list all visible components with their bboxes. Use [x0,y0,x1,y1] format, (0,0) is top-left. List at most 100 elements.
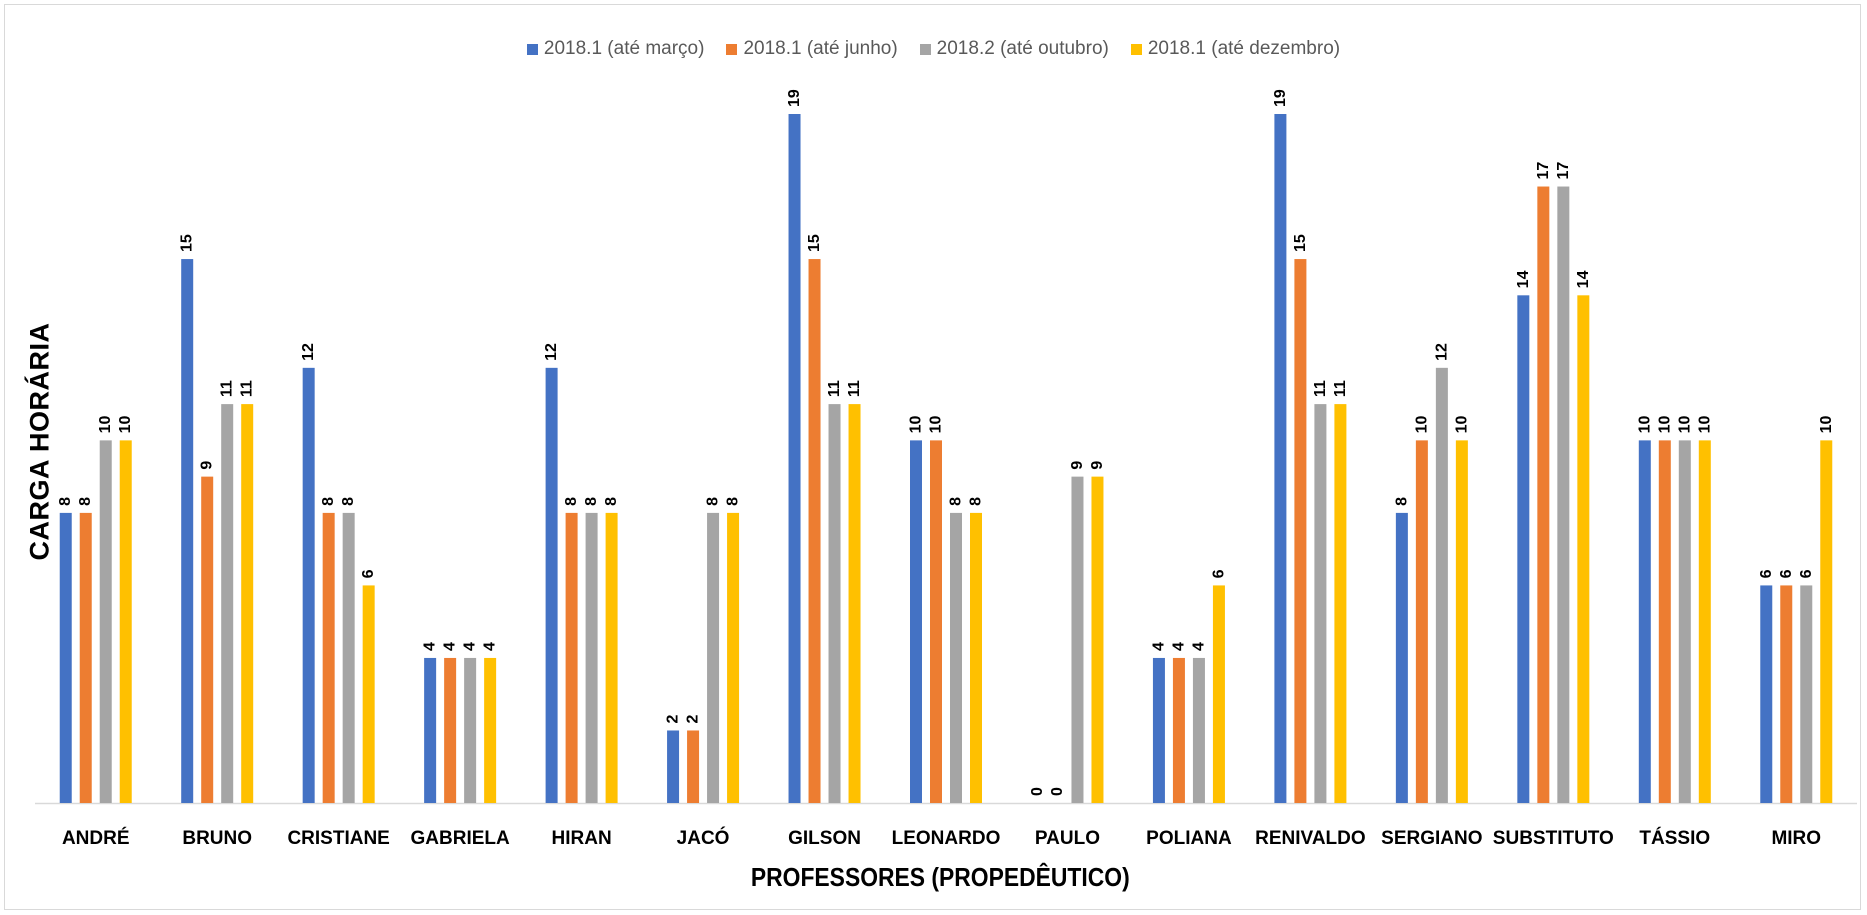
x-tick-label: CRISTIANE [287,828,389,849]
bar [585,512,598,803]
bar [1212,585,1225,803]
bar [201,476,214,803]
legend-label-series-4: 2018.1 (até dezembro) [1147,38,1341,59]
legend-item-series-4: 2018.1 (até dezembro) [1130,38,1341,60]
data-label: 8 [968,497,985,506]
data-label: 11 [1332,380,1349,397]
data-label: 19 [786,89,803,107]
data-label: 15 [806,234,823,252]
legend-label-series-2: 2018.1 (até junho) [743,38,898,59]
legend-swatch-series-2 [726,43,738,55]
bar [1274,114,1287,803]
data-label: 10 [1413,415,1430,433]
data-label: 15 [179,234,196,252]
bar [970,512,982,803]
data-label: 4 [1190,642,1207,651]
x-tick-label: SERGIANO [1381,828,1482,849]
data-label: 8 [583,497,600,506]
bar [1537,186,1550,804]
bar [79,512,92,803]
bar [1760,585,1773,803]
bar [1678,440,1691,803]
data-label: 8 [57,497,74,506]
data-label: 8 [320,497,337,506]
data-label: 6 [360,569,377,578]
bar [342,512,355,803]
legend-swatch-series-1 [526,43,538,55]
bar [1395,512,1408,803]
legend-item-series-1: 2018.1 (até março) [526,38,705,60]
bar [302,367,315,803]
bar [444,657,457,803]
bar [1638,440,1651,803]
data-label: 4 [1150,642,1167,651]
bar [950,512,962,803]
x-axis-title: PROFESSORES (PROPEDÊUTICO) [750,862,1130,892]
x-tick-label: MIRO [1771,828,1821,849]
x-tick-label: SUBSTITUTO [1493,828,1614,849]
data-label: 6 [1798,569,1815,578]
bar [1698,440,1711,803]
x-tick-label: POLIANA [1146,828,1232,849]
x-tick-label: TÁSSIO [1639,827,1710,849]
bar [1071,476,1084,803]
data-label: 4 [422,642,439,651]
data-label: 10 [1656,415,1673,433]
data-label: 8 [563,497,580,506]
data-label: 11 [1312,380,1329,397]
data-label: 11 [846,380,863,397]
data-label: 9 [199,461,216,470]
data-label: 12 [543,343,560,361]
bar [1435,367,1448,803]
bar [910,440,922,803]
data-label: 8 [725,497,742,506]
data-label: 8 [948,497,965,506]
data-label: 8 [1393,497,1410,506]
data-label: 11 [826,380,843,397]
data-label: 4 [462,642,479,651]
data-label: 4 [482,642,499,651]
data-label: 6 [1778,569,1795,578]
data-label: 14 [1575,270,1592,288]
bar [605,512,618,803]
bar [565,512,578,803]
bar [727,512,740,803]
data-label: 8 [705,497,722,506]
data-label: 19 [1272,89,1289,107]
data-label: 8 [340,497,357,506]
bar [1517,295,1530,803]
legend-label-series-3: 2018.2 (até outubro) [936,38,1109,59]
bar [1557,186,1570,804]
data-label: 17 [1555,162,1572,180]
bar [930,440,942,803]
x-tick-label: GILSON [788,828,861,849]
data-label: 12 [300,343,317,361]
legend-item-series-3: 2018.2 (até outubro) [919,38,1109,60]
data-label: 4 [442,642,459,651]
x-tick-label: BRUNO [182,828,252,849]
bar [667,730,680,803]
x-tick-label: JACÓ [677,827,730,849]
data-label: 8 [603,497,620,506]
bar [99,440,112,803]
data-label: 9 [1089,461,1106,470]
bar [241,404,254,803]
bar [119,440,132,803]
data-label: 2 [685,714,702,723]
bar [1152,657,1165,803]
data-label: 14 [1515,270,1532,288]
bar [848,404,861,803]
legend-label-series-1: 2018.1 (até março) [543,38,705,59]
bar [1314,404,1327,803]
data-label: 11 [219,380,236,397]
bar [424,657,437,803]
bar [1455,440,1468,803]
bar [181,259,194,804]
data-label: 17 [1535,162,1552,180]
legend: 2018.1 (até março) 2018.1 (até junho) 20… [0,38,1867,60]
bar [322,512,335,803]
data-label: 10 [908,415,925,433]
data-label: 2 [665,714,682,723]
data-label: 10 [117,415,134,433]
x-tick-label: ANDRÉ [62,827,130,849]
